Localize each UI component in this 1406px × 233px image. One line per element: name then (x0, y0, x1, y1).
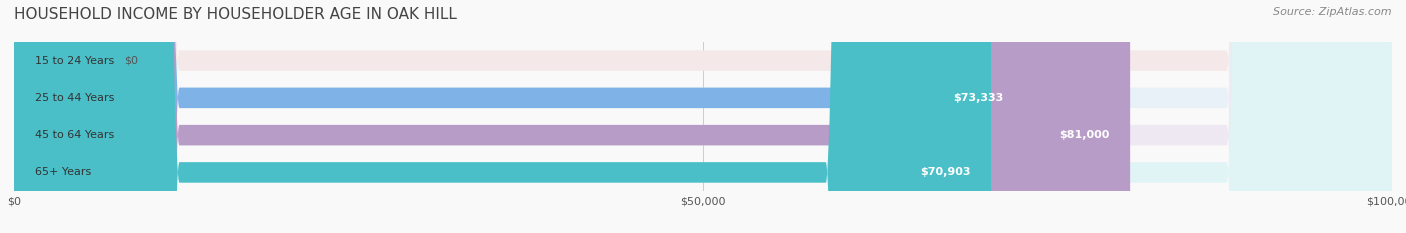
Text: HOUSEHOLD INCOME BY HOUSEHOLDER AGE IN OAK HILL: HOUSEHOLD INCOME BY HOUSEHOLDER AGE IN O… (14, 7, 457, 22)
Text: 25 to 44 Years: 25 to 44 Years (35, 93, 114, 103)
FancyBboxPatch shape (14, 0, 1130, 233)
Text: $73,333: $73,333 (953, 93, 1004, 103)
Text: 15 to 24 Years: 15 to 24 Years (35, 56, 114, 65)
Text: $0: $0 (124, 56, 138, 65)
Text: 45 to 64 Years: 45 to 64 Years (35, 130, 114, 140)
Text: $81,000: $81,000 (1059, 130, 1109, 140)
Text: $70,903: $70,903 (920, 168, 970, 177)
FancyBboxPatch shape (14, 0, 1025, 233)
FancyBboxPatch shape (14, 0, 1392, 233)
Text: Source: ZipAtlas.com: Source: ZipAtlas.com (1274, 7, 1392, 17)
Text: 65+ Years: 65+ Years (35, 168, 91, 177)
FancyBboxPatch shape (14, 0, 1392, 233)
FancyBboxPatch shape (14, 0, 1392, 233)
FancyBboxPatch shape (14, 0, 991, 233)
FancyBboxPatch shape (14, 0, 1392, 233)
